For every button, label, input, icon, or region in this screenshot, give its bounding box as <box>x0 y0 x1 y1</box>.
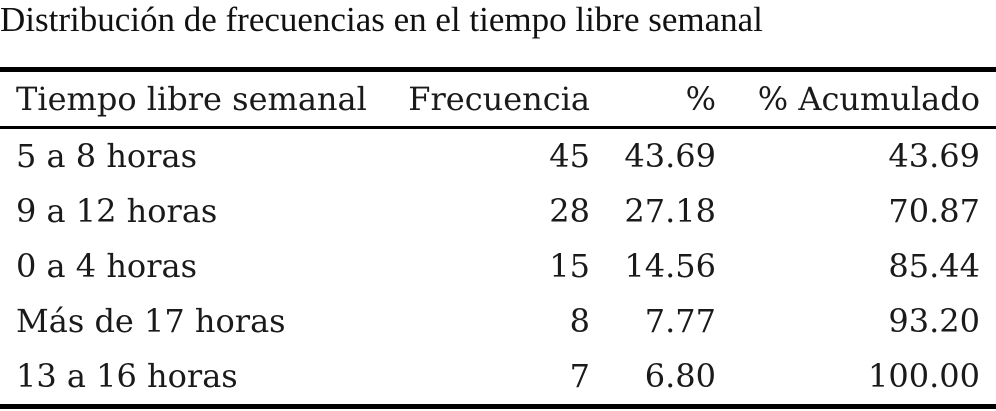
column-header-acumulado: % Acumulado <box>757 80 980 118</box>
cell-tiempo: 0 a 4 horas <box>16 247 197 285</box>
cell-acumulado: 93.20 <box>888 302 980 340</box>
cell-tiempo: 13 a 16 horas <box>16 357 238 395</box>
cell-frecuencia: 15 <box>549 247 590 285</box>
column-header-tiempo: Tiempo libre semanal <box>16 80 367 118</box>
cell-frecuencia: 8 <box>569 302 590 340</box>
cell-acumulado: 100.00 <box>868 357 980 395</box>
frequency-table-body: 5 a 8 horas 45 43.69 43.69 9 a 12 horas … <box>0 129 996 404</box>
frequency-table-grid: Tiempo libre semanal Frecuencia % % Acum… <box>0 72 996 126</box>
column-header-porcentaje: % <box>685 80 716 118</box>
table-header-rule <box>0 126 996 129</box>
frequency-table: Tiempo libre semanal Frecuencia % % Acum… <box>0 67 996 409</box>
table-caption: Distribución de frecuencias en el tiempo… <box>0 0 763 39</box>
cell-tiempo: 9 a 12 horas <box>16 192 218 230</box>
table-bottom-rule <box>0 404 996 409</box>
table-row: 9 a 12 horas 28 27.18 70.87 <box>0 184 996 239</box>
cell-acumulado: 85.44 <box>888 247 980 285</box>
table-row: 13 a 16 horas 7 6.80 100.00 <box>0 349 996 404</box>
cell-porcentaje: 14.56 <box>624 247 716 285</box>
cell-porcentaje: 43.69 <box>624 137 716 175</box>
cell-acumulado: 43.69 <box>888 137 980 175</box>
column-header-frecuencia: Frecuencia <box>408 80 590 118</box>
cell-tiempo: 5 a 8 horas <box>16 137 197 175</box>
cell-frecuencia: 7 <box>569 357 590 395</box>
cell-porcentaje: 7.77 <box>644 302 716 340</box>
table-row: 5 a 8 horas 45 43.69 43.69 <box>0 129 996 184</box>
cell-acumulado: 70.87 <box>888 192 980 230</box>
table-top-rule <box>0 67 996 72</box>
table-row: Más de 17 horas 8 7.77 93.20 <box>0 294 996 349</box>
cell-frecuencia: 28 <box>549 192 590 230</box>
table-row: 0 a 4 horas 15 14.56 85.44 <box>0 239 996 294</box>
cell-porcentaje: 27.18 <box>624 192 716 230</box>
table-header-row: Tiempo libre semanal Frecuencia % % Acum… <box>0 72 996 126</box>
cell-porcentaje: 6.80 <box>644 357 716 395</box>
cell-tiempo: Más de 17 horas <box>16 302 286 340</box>
cell-frecuencia: 45 <box>549 137 590 175</box>
